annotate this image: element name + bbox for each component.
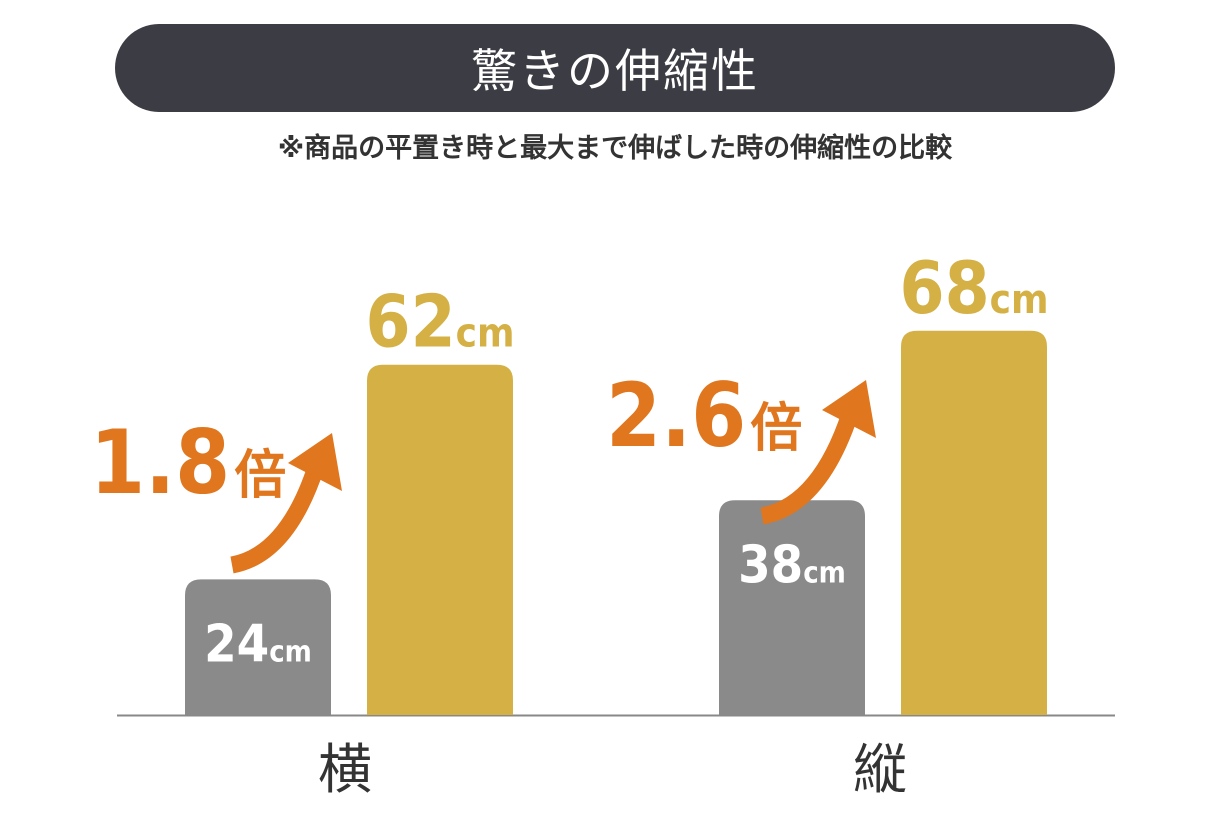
data-label-before-1: 38cm xyxy=(738,535,846,595)
bar-before-1 xyxy=(719,500,865,715)
bar-before-0 xyxy=(185,579,331,715)
data-label-before-1-unit: cm xyxy=(803,555,846,589)
stretch-arrow-shaft-1 xyxy=(760,411,859,525)
ratio-value-1: 2.6 xyxy=(606,364,746,467)
title-banner: 驚きの伸縮性 xyxy=(115,24,1115,112)
bar-after-1 xyxy=(901,330,1047,715)
data-label-after-1-number: 68 xyxy=(900,246,990,330)
page-title: 驚きの伸縮性 xyxy=(471,44,759,98)
data-label-before-1-number: 38 xyxy=(738,535,803,595)
data-label-before-0: 24cm xyxy=(204,614,312,674)
data-label-before-0-number: 24 xyxy=(204,614,269,674)
ratio-suffix-0: 倍 xyxy=(234,446,286,506)
data-label-after-0-number: 62 xyxy=(366,280,456,364)
category-label-0: 横 xyxy=(318,738,372,801)
category-label-1: 縦 xyxy=(853,738,907,801)
data-label-before-0-unit: cm xyxy=(269,634,312,668)
ratio-label-1: 2.6倍 xyxy=(606,364,802,467)
ratio-label-0: 1.8倍 xyxy=(90,411,286,514)
subtitle: ※商品の平置き時と最大まで伸ばした時の伸縮性の比較 xyxy=(277,133,953,164)
data-label-after-1-unit: cm xyxy=(990,277,1049,323)
data-label-after-0-unit: cm xyxy=(456,311,515,357)
stretch-arrow-head-1 xyxy=(822,380,876,438)
stretch-arrow-head-0 xyxy=(288,433,342,491)
ratio-suffix-1: 倍 xyxy=(750,399,802,459)
data-label-after-0: 62cm xyxy=(366,280,515,364)
data-label-after-1: 68cm xyxy=(900,246,1049,330)
bar-after-0 xyxy=(367,364,513,715)
stretch-arrow-shaft-0 xyxy=(230,464,325,574)
ratio-value-0: 1.8 xyxy=(90,411,230,514)
